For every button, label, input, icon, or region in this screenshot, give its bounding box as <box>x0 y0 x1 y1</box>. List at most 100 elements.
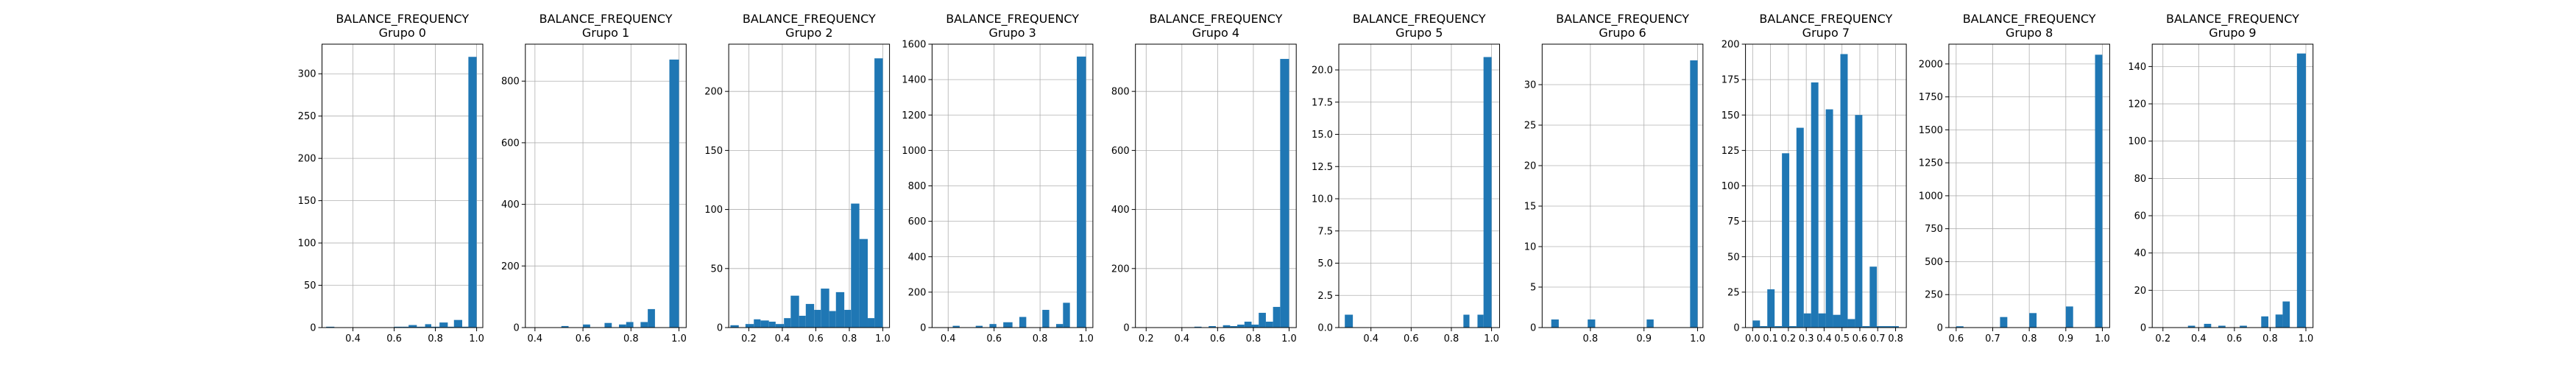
x-tick-label: 0.4 <box>528 333 543 344</box>
histogram-bar <box>1273 306 1281 328</box>
histogram-bar <box>408 325 417 328</box>
y-tick-label: 1750 <box>1919 92 1943 103</box>
chart-title: BALANCE_FREQUENCY <box>743 12 876 26</box>
histogram-bar <box>1818 313 1826 328</box>
axes-frame <box>728 43 891 328</box>
y-tick-label: 50 <box>711 264 723 275</box>
histogram-bar <box>1259 312 1266 328</box>
chart-subtitle: Grupo 6 <box>1599 26 1646 40</box>
histogram-bar <box>1042 309 1050 328</box>
histogram-bar <box>1244 321 1252 328</box>
chart-panel-2: 0.2 0.4 0.6 0.8 1.0 0 50 100 150 200 BALANCE_FREQU… <box>704 12 891 344</box>
chart-title: BALANCE_FREQUENCY <box>1353 12 1486 26</box>
x-tick-label: 0.4 <box>1363 333 1379 344</box>
y-tick-label: 0 <box>717 323 723 334</box>
histogram-bar <box>760 320 769 328</box>
chart-title: BALANCE_FREQUENCY <box>1759 12 1892 26</box>
histogram-bar <box>417 326 425 328</box>
y-tick-label: 800 <box>908 181 927 192</box>
x-tick-label: 1.0 <box>671 333 687 344</box>
y-tick-label: 5.0 <box>1317 258 1333 269</box>
y-tick-label: 1250 <box>1919 158 1943 169</box>
histogram-bar <box>1891 326 1899 328</box>
y-tick-label: 50 <box>1727 252 1740 263</box>
histogram-bar <box>1767 289 1775 328</box>
histogram-bar <box>868 318 875 328</box>
histogram-bar <box>583 324 590 328</box>
y-tick-label: 0 <box>2140 323 2146 334</box>
y-tick-label: 0.0 <box>1317 323 1333 334</box>
chart-subtitle: Grupo 5 <box>1395 26 1443 40</box>
x-tick-label: 0.5 <box>1834 333 1850 344</box>
y-tick-label: 75 <box>1727 216 1740 227</box>
histogram-bar <box>326 326 335 328</box>
histogram-bar <box>1825 109 1833 328</box>
x-tick-label: 0.6 <box>808 333 824 344</box>
chart-title: BALANCE_FREQUENCY <box>336 12 469 26</box>
chart-panel-7: 0.0 0.1 0.2 0.3 0.4 0.5 0.6 0.7 0.8 0 25 50 75 100 125… <box>1722 12 1907 344</box>
histogram-bar <box>394 326 403 328</box>
histogram-bar <box>2275 314 2283 328</box>
histogram-bar <box>1230 325 1238 328</box>
y-tick-label: 200 <box>298 154 316 165</box>
x-tick-label: 0.4 <box>345 333 361 344</box>
histogram-bar <box>1551 319 1559 328</box>
histogram-bar <box>835 292 845 328</box>
x-tick-label: 0.6 <box>1210 333 1225 344</box>
histogram-bar <box>1782 153 1790 328</box>
histogram-bar <box>1055 324 1064 328</box>
histogram-bar <box>2282 301 2290 328</box>
histogram-bar <box>844 309 852 328</box>
histogram-bar <box>859 239 868 328</box>
y-tick-label: 80 <box>2134 174 2147 185</box>
chart-subtitle: Grupo 7 <box>1802 26 1850 40</box>
histogram-bar <box>1063 303 1070 328</box>
histogram-bar <box>1847 319 1855 328</box>
x-tick-label: 0.0 <box>1745 333 1761 344</box>
histogram-bar <box>1194 326 1202 328</box>
histogram-bar <box>1237 324 1245 328</box>
x-tick-label: 0.4 <box>775 333 790 344</box>
histogram-bar <box>2029 313 2037 328</box>
y-tick-label: 0 <box>1530 323 1536 334</box>
histogram-bar <box>626 322 634 328</box>
x-tick-label: 0.4 <box>1174 333 1189 344</box>
histogram-bar <box>1862 326 1870 328</box>
x-tick-label: 0.7 <box>1870 333 1886 344</box>
histogram-bar <box>604 322 612 328</box>
y-tick-label: 400 <box>501 199 520 211</box>
y-tick-label: 50 <box>304 280 316 292</box>
axes-frame <box>1541 43 1704 328</box>
y-tick-label: 750 <box>1925 224 1943 235</box>
y-tick-label: 600 <box>908 216 927 227</box>
y-tick-label: 1400 <box>902 75 926 86</box>
y-tick-label: 200 <box>704 87 723 98</box>
histogram-bar <box>1003 322 1013 328</box>
chart-panel-8: 0.6 0.7 0.8 0.9 1.0 0 250 500 750 1000 1250 1500 175… <box>1919 12 2110 344</box>
histogram-bar <box>1774 326 1783 328</box>
y-tick-label: 10.0 <box>1312 194 1333 205</box>
histogram-bar <box>461 326 469 328</box>
histogram-bar <box>730 325 739 328</box>
histogram-bar <box>989 324 997 328</box>
histogram-bar <box>2261 316 2269 328</box>
x-tick-label: 1.0 <box>1484 333 1499 344</box>
histogram-bar <box>745 324 754 328</box>
histogram-bar <box>453 319 462 328</box>
histogram-bar <box>1752 320 1761 328</box>
chart-panel-5: 0.4 0.6 0.8 1.0 0.0 2.5 5.0 7.5 10.0 12.5 15.0 17.5… <box>1312 12 1500 344</box>
histogram-bar <box>402 326 409 328</box>
axes-frame <box>1135 43 1297 328</box>
x-tick-label: 0.8 <box>428 333 443 344</box>
axes-frame <box>525 43 687 328</box>
y-tick-label: 1000 <box>1919 191 1943 202</box>
histogram-bar <box>1646 319 1654 328</box>
histogram-bar <box>447 326 454 328</box>
x-tick-label: 0.6 <box>1853 333 1868 344</box>
x-tick-label: 0.2 <box>1139 333 1154 344</box>
histogram-bar <box>1690 60 1698 328</box>
y-tick-label: 1200 <box>902 110 926 121</box>
x-tick-label: 0.2 <box>2155 333 2170 344</box>
chart-panel-1: 0.4 0.6 0.8 1.0 0 200 400 600 800 BALANCE_FREQUEN… <box>501 12 687 344</box>
